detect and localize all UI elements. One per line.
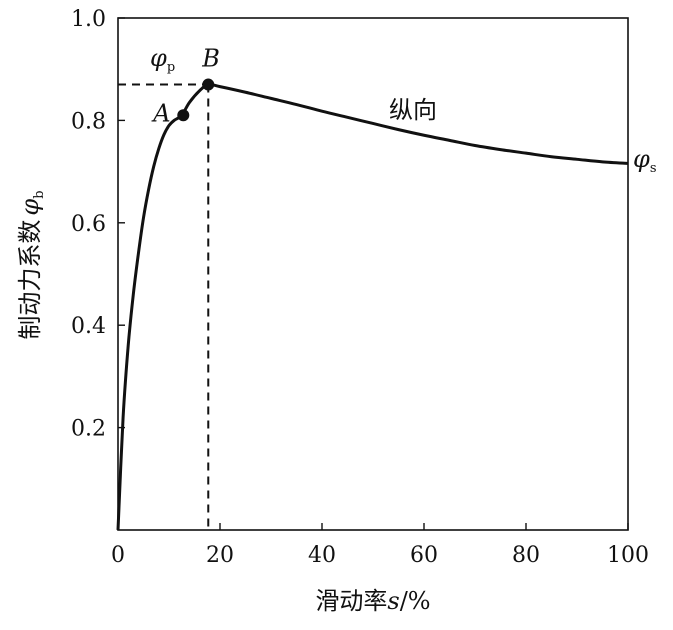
- x-tick-label: 80: [512, 543, 540, 568]
- curve-label: 纵向: [389, 96, 437, 124]
- point-label-b: B: [201, 45, 220, 73]
- points-group: AB: [151, 45, 220, 128]
- annotation-phi-s-sub: s: [650, 161, 657, 176]
- x-tick-label: 20: [206, 543, 234, 568]
- annotation-phi-p-symbol: φ: [150, 44, 167, 72]
- y-axis-title-sub: b: [32, 190, 47, 198]
- annotation-phi-s-symbol: φ: [633, 145, 650, 173]
- y-tick-label: 0.8: [71, 109, 106, 134]
- plot-frame: [117, 17, 629, 531]
- y-tick-label: 1.0: [71, 7, 106, 32]
- annotation-phi-p: φp: [150, 44, 175, 75]
- y-axis-title: 制动力系数 φb: [16, 190, 47, 339]
- series-group: [116, 82, 629, 531]
- x-tick-label: 0: [111, 543, 125, 568]
- point-b: [202, 78, 215, 91]
- annotation-phi-p-sub: p: [167, 60, 175, 75]
- point-a: [177, 109, 190, 122]
- x-tick-label: 100: [607, 543, 649, 568]
- x-axis-title-var: s: [387, 587, 399, 615]
- series-line-longitudinal: [116, 82, 629, 531]
- y-tick-label: 0.2: [71, 417, 106, 442]
- y-axis-title-symbol: φ: [16, 199, 44, 216]
- x-axis-title: 滑动率s/%: [315, 587, 430, 615]
- y-axis-title-text: 制动力系数: [16, 220, 44, 340]
- x-axis-title-text: 滑动率: [315, 587, 387, 615]
- x-tick-label: 60: [410, 543, 438, 568]
- x-tick-label: 40: [308, 543, 336, 568]
- x-axis-title-suffix: /%: [400, 587, 431, 615]
- annotation-phi-s: φs: [633, 145, 656, 176]
- reference-lines: [118, 83, 210, 530]
- y-tick-label: 0.4: [71, 314, 106, 339]
- axes: 0 20 40 60 80 100 0.2 0.4 0.6 0.8 1.0: [71, 7, 649, 568]
- point-label-a: A: [151, 99, 170, 127]
- y-tick-label: 0.6: [71, 212, 106, 237]
